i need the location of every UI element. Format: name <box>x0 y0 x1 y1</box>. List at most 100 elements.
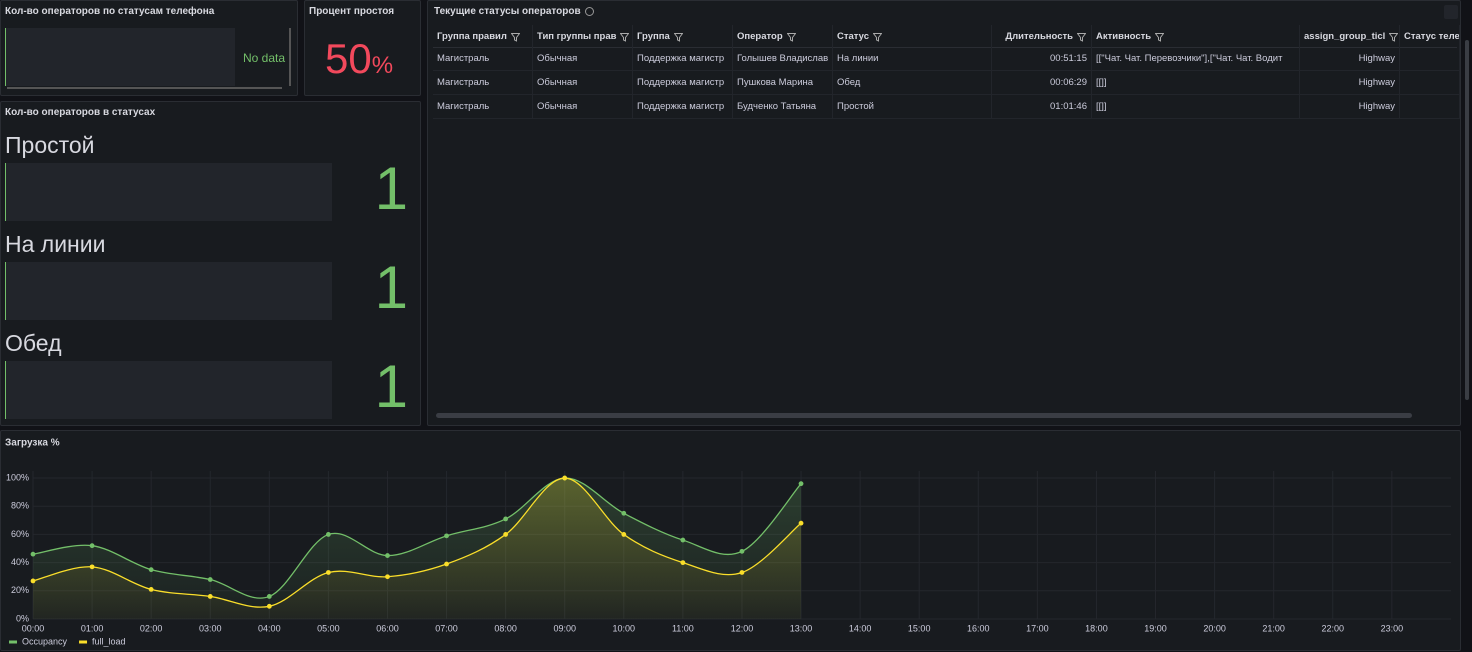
column-header: Группа <box>633 25 733 49</box>
x-tick-label: 18:00 <box>1085 623 1108 633</box>
filter-icon[interactable] <box>1155 33 1164 42</box>
point <box>444 561 449 567</box>
x-tick-label: 22:00 <box>1321 623 1344 633</box>
point <box>798 520 804 526</box>
table-cell: 00:51:15 <box>992 47 1092 71</box>
panel-title: Процент простоя <box>309 6 395 17</box>
x-tick-label: 19:00 <box>1144 623 1167 633</box>
filter-icon[interactable] <box>620 33 629 42</box>
point <box>621 532 627 537</box>
y-tick-label: 40% <box>11 557 29 567</box>
x-tick-label: 10:00 <box>613 623 636 633</box>
header-text[interactable]: Оператор <box>737 31 783 42</box>
point <box>266 594 272 599</box>
no-data: No data <box>243 51 286 65</box>
y-tick-label: 80% <box>11 501 29 511</box>
filter-icon[interactable] <box>1077 33 1086 42</box>
chart-panel: Загрузка % 0% 20% 40% 60% 80% 100% 00:00 01:00 0… <box>0 430 1461 651</box>
x-tick-label: 14:00 <box>849 623 872 633</box>
table-cell: Магистраль <box>433 71 533 95</box>
chart-title: Загрузка % <box>5 438 60 449</box>
filter-icon[interactable] <box>674 33 683 42</box>
header-text[interactable]: Активность <box>1096 31 1152 42</box>
line <box>32 477 802 608</box>
status-label: Обед <box>5 330 62 356</box>
y-tick-label: 0% <box>16 613 29 623</box>
point <box>680 560 686 566</box>
info-icon[interactable] <box>585 7 594 16</box>
point <box>266 603 272 609</box>
x-tick-label: 11:00 <box>672 623 694 633</box>
table-cell: Поддержка магистр <box>633 95 733 119</box>
point <box>503 532 509 537</box>
table-cell: Обычная <box>533 95 633 119</box>
y-tick-label: 100% <box>6 472 29 482</box>
column-header: Оператор <box>733 25 833 49</box>
header-text[interactable]: Группа <box>637 31 670 42</box>
table-cell: Пушкова Марина <box>733 71 833 95</box>
table-cell: Будченко Татьяна <box>733 95 833 119</box>
header-text[interactable]: assign_group_ticl <box>1304 31 1386 42</box>
stat-value: 50 <box>325 35 372 82</box>
x-tick-label: 08:00 <box>494 623 517 633</box>
point <box>89 543 95 549</box>
bar-background <box>5 163 332 221</box>
table-cell: Highway <box>1300 95 1400 119</box>
point <box>326 532 331 537</box>
header-text[interactable]: Длительность <box>1005 31 1073 42</box>
filter-icon[interactable] <box>873 33 882 42</box>
x-tick-label: 04:00 <box>258 623 281 633</box>
point <box>680 537 686 543</box>
h-scrollbar[interactable] <box>436 413 1412 418</box>
header-text[interactable]: Статус <box>837 31 870 42</box>
scrollbar <box>7 87 282 89</box>
x-tick-label: 02:00 <box>140 623 163 633</box>
table-cell: Простой <box>833 95 992 119</box>
point <box>385 553 390 558</box>
filter-icon[interactable] <box>1389 33 1398 42</box>
legend-label: full_load <box>92 636 126 646</box>
table-cell: [[]] <box>1092 71 1300 95</box>
point <box>207 577 213 582</box>
status-label: На линии <box>5 231 106 257</box>
point <box>30 551 36 557</box>
table-cell: На линии <box>833 47 992 71</box>
x-tick-label: 15:00 <box>908 623 931 633</box>
filter-icon[interactable] <box>787 33 796 42</box>
filter-icon[interactable] <box>511 33 520 42</box>
header-text[interactable]: Статус теле <box>1404 31 1460 42</box>
table-cell: Магистраль <box>433 47 533 71</box>
x-tick-label: 05:00 <box>317 623 340 633</box>
point <box>89 564 95 570</box>
stat: 50% <box>325 35 393 83</box>
x-tick-label: 12:00 <box>731 623 754 633</box>
x-tick-label: 23:00 <box>1381 623 1404 633</box>
status-value: 1 <box>374 254 408 321</box>
point <box>798 481 804 487</box>
column-header: Группа правил <box>433 25 533 49</box>
table-cell: [["Чат. Чат. Перевозчики"],["Чат. Чат. В… <box>1092 47 1300 71</box>
x-tick-label: 21:00 <box>1262 623 1285 633</box>
table-cell: 01:01:46 <box>992 95 1092 119</box>
menu-button[interactable] <box>1444 5 1458 19</box>
header-text[interactable]: Тип группы прав <box>537 31 617 42</box>
area <box>33 478 802 619</box>
point <box>207 594 213 599</box>
y-tick-label: 60% <box>11 529 29 539</box>
page-scrollbar[interactable] <box>1465 40 1469 400</box>
table-cell: Поддержка магистр <box>633 47 733 71</box>
point <box>148 587 154 592</box>
stat-unit: % <box>371 52 394 79</box>
status-count-panel: Кол-во операторов в статусах Простой 1 На … <box>0 101 421 426</box>
x-tick-label: 09:00 <box>553 623 576 633</box>
x-tick-label: 00:00 <box>22 623 45 633</box>
phone-status-panel: Кол-во операторов по статусам телефона N… <box>0 0 298 96</box>
table-cell: Обычная <box>533 71 633 95</box>
column-header: Статус <box>833 25 992 49</box>
header-border <box>433 47 1457 48</box>
table-cell: 00:06:29 <box>992 71 1092 95</box>
header-text[interactable]: Группа правил <box>437 31 507 42</box>
status-value: 1 <box>374 353 408 420</box>
scrollbar <box>289 28 291 86</box>
